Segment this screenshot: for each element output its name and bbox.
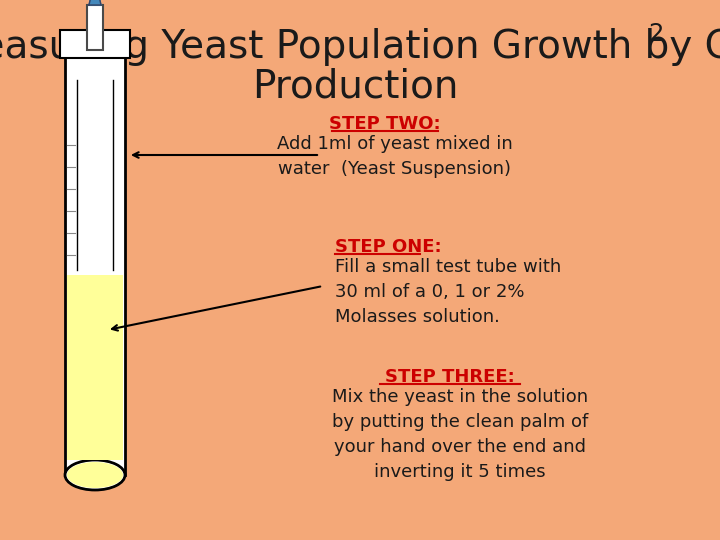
Text: STEP ONE:: STEP ONE: <box>335 238 441 256</box>
Bar <box>65 55 125 475</box>
Text: Fill a small test tube with
30 ml of a 0, 1 or 2%
Molasses solution.: Fill a small test tube with 30 ml of a 0… <box>335 258 562 326</box>
Ellipse shape <box>65 460 125 490</box>
Text: STEP THREE:: STEP THREE: <box>385 368 515 386</box>
Polygon shape <box>89 0 101 5</box>
Text: STEP TWO:: STEP TWO: <box>329 115 441 133</box>
Text: Mix the yeast in the solution
by putting the clean palm of
your hand over the en: Mix the yeast in the solution by putting… <box>332 388 588 481</box>
Text: Production: Production <box>252 68 458 106</box>
Text: 2: 2 <box>648 22 663 46</box>
Bar <box>87 5 103 50</box>
Bar <box>67 275 123 460</box>
Ellipse shape <box>67 462 123 488</box>
Text: Measuring Yeast Population Growth by CO: Measuring Yeast Population Growth by CO <box>0 28 720 66</box>
Bar <box>60 30 130 58</box>
Text: Add 1ml of yeast mixed in
water  (Yeast Suspension): Add 1ml of yeast mixed in water (Yeast S… <box>277 135 513 178</box>
